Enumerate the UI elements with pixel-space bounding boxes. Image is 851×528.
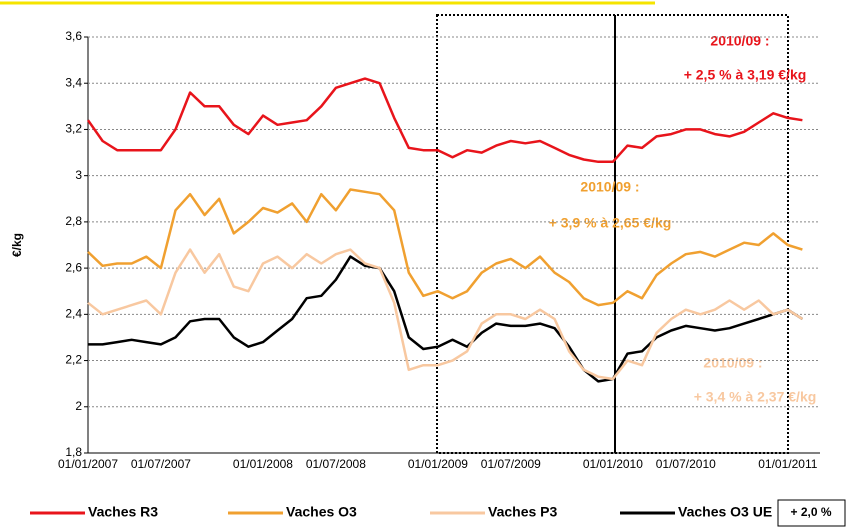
series-line [87,248,804,381]
annotation: + 3,9 % à 2,65 €/kg [549,215,672,231]
x-tick-label: 01/07/2007 [131,457,191,471]
x-tick-label: 01/07/2008 [306,457,366,471]
annotation: 2010/09 : [710,33,769,49]
x-tick-label: 01/07/2010 [656,457,716,471]
legend-label: Vaches P3 [488,504,557,520]
x-tick-label: 01/01/2008 [233,457,293,471]
y-tick-label: 2,4 [65,307,82,321]
y-tick-label: 2,2 [65,353,82,367]
x-tick-label: 01/01/2011 [758,457,817,471]
x-tick-label: 01/01/2007 [58,457,118,471]
x-tick-label: 01/01/2010 [583,457,643,471]
series-line [87,188,803,307]
y-tick-label: 1,8 [65,445,82,459]
y-tick-label: 3,4 [65,75,82,89]
y-tick-label: 2,8 [65,214,82,228]
annotation: 2010/09 : [703,355,762,371]
legend-label: Vaches R3 [88,504,158,520]
annotation: + 2,5 % à 3,19 €/kg [684,67,807,83]
legend-note: + 2,0 % [790,505,831,519]
legend-label: Vaches O3 [286,504,357,520]
y-tick-label: 3,6 [65,29,82,43]
legend-box [777,499,846,527]
y-tick-label: 2 [75,399,82,413]
legend-label: Vaches O3 UE [678,504,772,520]
y-tick-label: 3 [75,168,82,182]
series-line [86,77,803,164]
series-line [88,255,804,383]
annotation: 2010/09 : [580,179,639,195]
y-tick-label: 3,2 [65,122,82,136]
y-axis-label: €/kg [10,233,24,257]
y-tick-label: 2,6 [65,260,82,274]
x-tick-label: 01/07/2009 [481,457,541,471]
x-tick-label: 01/01/2009 [408,457,468,471]
annotation: + 3,4 % à 2,37 €/kg [694,389,817,405]
